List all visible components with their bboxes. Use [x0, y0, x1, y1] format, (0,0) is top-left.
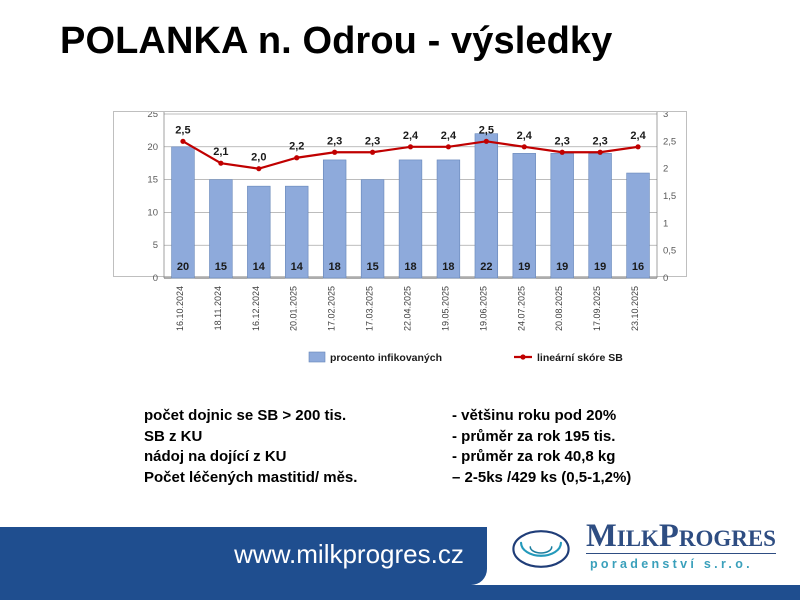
svg-text:15: 15 — [215, 261, 227, 273]
svg-text:2: 2 — [663, 164, 668, 175]
svg-text:10: 10 — [147, 207, 158, 218]
svg-text:2,5: 2,5 — [479, 124, 494, 136]
svg-text:19.06.2025: 19.06.2025 — [478, 286, 488, 331]
svg-text:2,5: 2,5 — [175, 124, 190, 136]
svg-text:14: 14 — [253, 261, 266, 273]
svg-text:0: 0 — [663, 273, 668, 284]
svg-text:2,4: 2,4 — [517, 130, 533, 142]
svg-text:20.01.2025: 20.01.2025 — [289, 286, 299, 331]
svg-text:2,1: 2,1 — [213, 146, 228, 158]
svg-text:20.08.2025: 20.08.2025 — [554, 286, 564, 331]
svg-text:5: 5 — [153, 240, 158, 251]
svg-text:procento infikovaných: procento infikovaných — [330, 352, 442, 364]
svg-text:2,5: 2,5 — [663, 136, 676, 147]
svg-text:18.11.2024: 18.11.2024 — [213, 286, 223, 330]
svg-text:16.12.2024: 16.12.2024 — [251, 286, 261, 331]
svg-text:0: 0 — [153, 273, 158, 284]
svg-text:1,5: 1,5 — [663, 191, 676, 202]
svg-text:19: 19 — [594, 261, 606, 273]
svg-text:22: 22 — [480, 261, 492, 273]
svg-text:0,5: 0,5 — [663, 246, 676, 257]
svg-text:19.05.2025: 19.05.2025 — [440, 286, 450, 331]
svg-text:2,3: 2,3 — [592, 135, 607, 147]
svg-text:2,2: 2,2 — [289, 141, 304, 153]
svg-text:22.04.2025: 22.04.2025 — [403, 286, 413, 331]
svg-text:2,4: 2,4 — [403, 130, 419, 142]
svg-text:2,3: 2,3 — [365, 135, 380, 147]
svg-text:18: 18 — [329, 261, 341, 273]
svg-text:15: 15 — [147, 175, 158, 186]
svg-text:19: 19 — [518, 261, 530, 273]
svg-text:18: 18 — [404, 261, 416, 273]
svg-text:lineární skóre SB: lineární skóre SB — [537, 352, 623, 364]
svg-text:16: 16 — [632, 261, 644, 273]
svg-text:2,4: 2,4 — [630, 130, 646, 142]
svg-text:20: 20 — [177, 261, 189, 273]
svg-text:2,3: 2,3 — [327, 135, 342, 147]
svg-text:18: 18 — [442, 261, 454, 273]
svg-text:1: 1 — [663, 218, 668, 229]
svg-text:24.07.2025: 24.07.2025 — [516, 286, 526, 331]
svg-text:15: 15 — [366, 261, 378, 273]
svg-text:16.10.2024: 16.10.2024 — [175, 286, 185, 331]
svg-text:23.10.2025: 23.10.2025 — [630, 286, 640, 331]
svg-text:17.03.2025: 17.03.2025 — [365, 286, 375, 331]
svg-text:14: 14 — [291, 261, 304, 273]
svg-text:2,0: 2,0 — [251, 152, 266, 164]
svg-text:3: 3 — [663, 112, 668, 120]
svg-text:2,4: 2,4 — [441, 130, 457, 142]
svg-text:17.02.2025: 17.02.2025 — [327, 286, 337, 331]
svg-text:25: 25 — [147, 112, 158, 120]
svg-text:2,3: 2,3 — [555, 135, 570, 147]
svg-text:17.09.2025: 17.09.2025 — [592, 286, 602, 331]
svg-text:19: 19 — [556, 261, 568, 273]
svg-text:20: 20 — [147, 142, 158, 153]
